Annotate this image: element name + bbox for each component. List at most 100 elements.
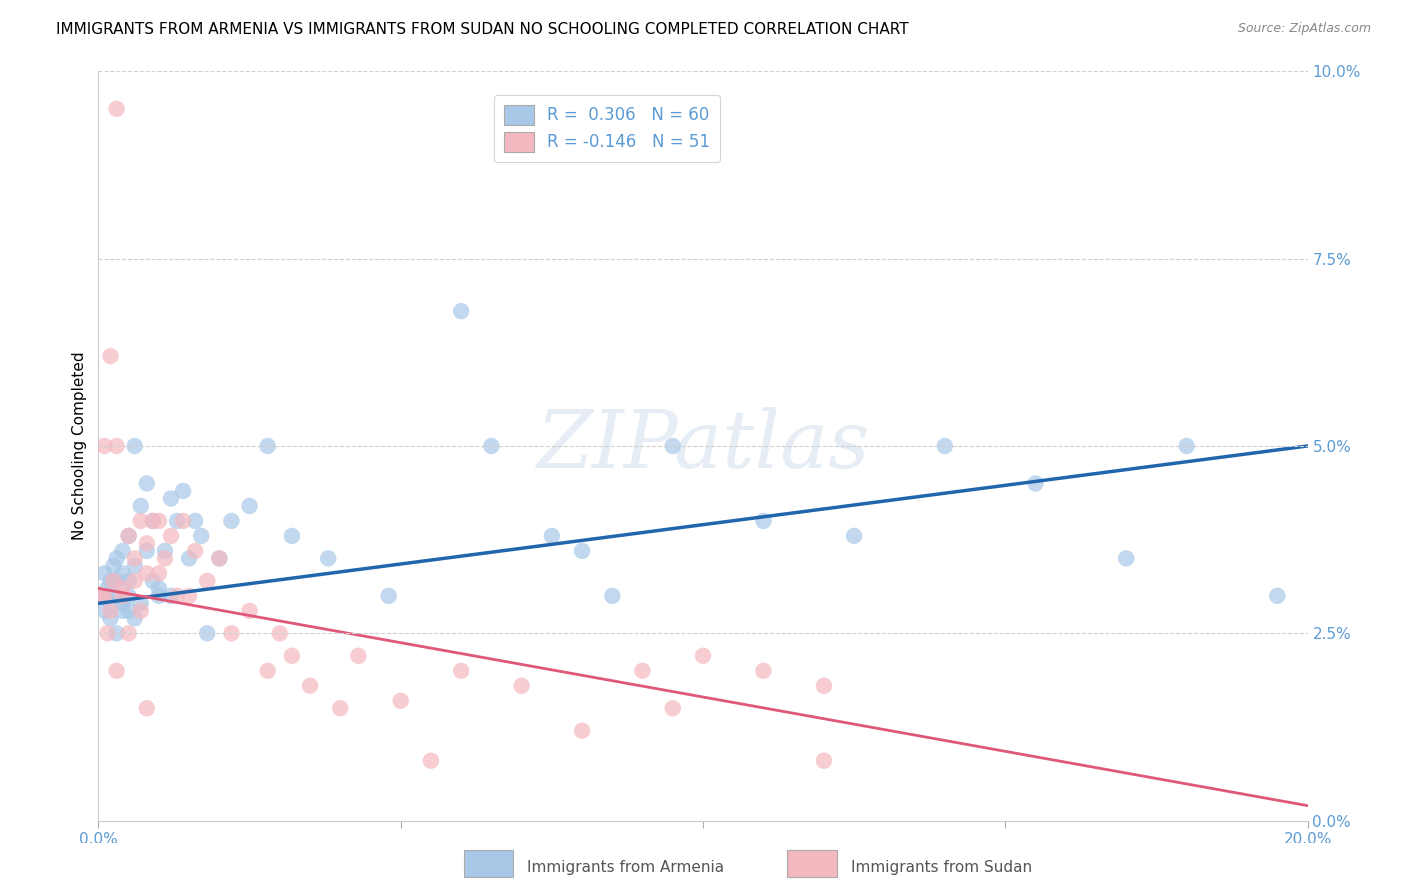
Point [135, 566, 157, 581]
Point [172, 514, 194, 528]
Point [420, 754, 443, 768]
Point [752, 514, 775, 528]
Point [752, 664, 775, 678]
Point [93, 589, 115, 603]
Point [129, 596, 152, 610]
Point [661, 439, 683, 453]
Point [105, 574, 128, 588]
Point [129, 604, 152, 618]
Point [602, 589, 624, 603]
Point [135, 536, 157, 550]
Y-axis label: No Schooling Completed: No Schooling Completed [72, 351, 87, 541]
Point [281, 529, 304, 543]
Point [329, 701, 352, 715]
Point [93, 439, 115, 453]
Point [1024, 476, 1046, 491]
Point [571, 723, 593, 738]
Point [256, 664, 278, 678]
Point [221, 514, 243, 528]
Point [124, 551, 146, 566]
Point [100, 596, 122, 610]
Point [540, 529, 562, 543]
Point [93, 604, 115, 618]
Point [316, 551, 339, 566]
Point [93, 566, 115, 581]
Point [105, 589, 128, 603]
Point [208, 551, 231, 566]
Point [118, 626, 141, 640]
Point [631, 664, 654, 678]
Point [105, 439, 128, 453]
Point [481, 439, 503, 453]
Point [813, 754, 835, 768]
Point [813, 679, 835, 693]
Point [103, 574, 125, 588]
Point [118, 589, 141, 603]
Point [256, 439, 278, 453]
Point [172, 483, 194, 498]
Point [111, 582, 134, 596]
Point [111, 604, 134, 618]
Point [124, 439, 146, 453]
Point [281, 648, 304, 663]
Point [934, 439, 956, 453]
Point [510, 679, 533, 693]
Point [124, 574, 146, 588]
Point [160, 491, 183, 506]
Point [111, 544, 134, 558]
Point [1115, 551, 1137, 566]
Point [221, 626, 243, 640]
Point [111, 596, 134, 610]
Text: IMMIGRANTS FROM ARMENIA VS IMMIGRANTS FROM SUDAN NO SCHOOLING COMPLETED CORRELAT: IMMIGRANTS FROM ARMENIA VS IMMIGRANTS FR… [56, 22, 908, 37]
Point [450, 664, 472, 678]
Point [90, 589, 112, 603]
Point [118, 529, 141, 543]
Text: Immigrants from Armenia: Immigrants from Armenia [527, 860, 724, 875]
Point [571, 544, 593, 558]
Point [184, 514, 207, 528]
Point [111, 589, 134, 603]
Point [377, 589, 399, 603]
Point [1267, 589, 1289, 603]
Point [148, 566, 170, 581]
Point [190, 529, 212, 543]
Point [105, 551, 128, 566]
Point [269, 626, 291, 640]
Point [692, 648, 714, 663]
Point [208, 551, 231, 566]
Point [166, 589, 188, 603]
Point [148, 582, 170, 596]
Point [100, 611, 122, 625]
Point [96, 582, 118, 596]
Point [347, 648, 370, 663]
Point [844, 529, 866, 543]
Legend: R =  0.306   N = 60, R = -0.146   N = 51: R = 0.306 N = 60, R = -0.146 N = 51 [494, 95, 720, 162]
Point [184, 544, 207, 558]
Point [100, 349, 122, 363]
Text: ZIPatlas: ZIPatlas [536, 408, 870, 484]
Point [179, 589, 201, 603]
Point [100, 604, 122, 618]
Point [105, 664, 128, 678]
Point [153, 551, 176, 566]
Point [148, 514, 170, 528]
Point [142, 574, 165, 588]
Point [118, 574, 141, 588]
Point [111, 566, 134, 581]
Point [450, 304, 472, 318]
Point [142, 514, 165, 528]
Point [90, 589, 112, 603]
Point [105, 102, 128, 116]
Point [166, 514, 188, 528]
Point [103, 558, 125, 573]
Text: Immigrants from Sudan: Immigrants from Sudan [851, 860, 1032, 875]
Point [118, 529, 141, 543]
Text: Source: ZipAtlas.com: Source: ZipAtlas.com [1237, 22, 1371, 36]
Point [124, 558, 146, 573]
Point [118, 604, 141, 618]
Point [129, 499, 152, 513]
Point [239, 499, 262, 513]
Point [160, 529, 183, 543]
Point [239, 604, 262, 618]
Point [153, 544, 176, 558]
